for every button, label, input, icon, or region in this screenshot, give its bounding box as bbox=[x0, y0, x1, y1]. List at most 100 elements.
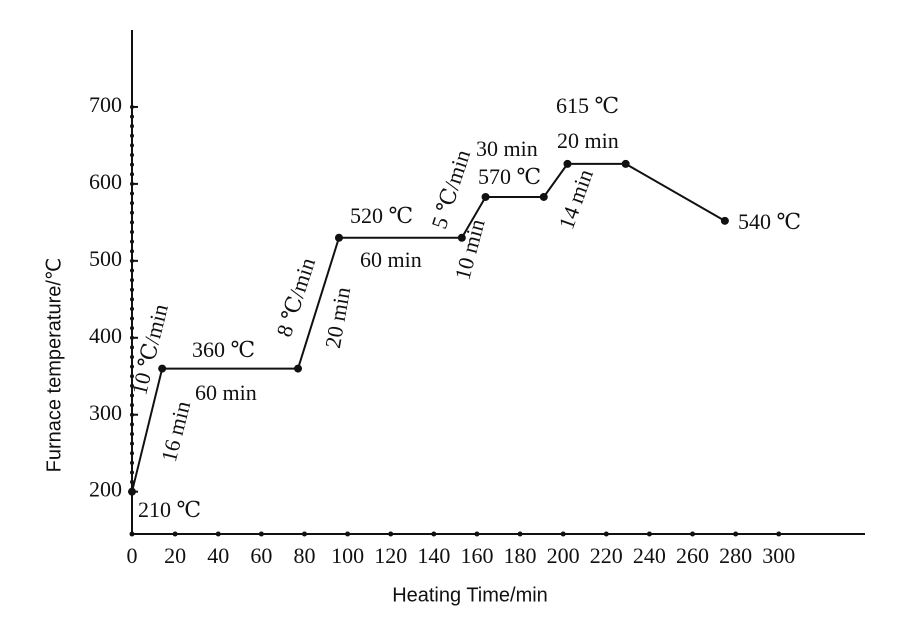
axis-dot bbox=[130, 470, 134, 475]
y-tick-label: 700 bbox=[89, 92, 122, 117]
y-tick-label: 300 bbox=[89, 400, 122, 425]
axis-dot bbox=[130, 393, 134, 398]
axis-dot bbox=[130, 201, 134, 206]
axis-dot bbox=[130, 316, 134, 321]
point bbox=[481, 192, 490, 201]
point bbox=[334, 233, 343, 242]
annotation: 20 min bbox=[320, 285, 355, 350]
axis-dot bbox=[130, 124, 134, 129]
x-tick bbox=[301, 531, 307, 537]
axis-dot bbox=[130, 210, 134, 215]
axis-dot bbox=[130, 451, 134, 456]
x-axis-label: Heating Time/min bbox=[392, 584, 548, 606]
axis-dot bbox=[130, 268, 134, 273]
axis-dot bbox=[130, 326, 134, 331]
y-axis-label: Furnace temperature/℃ bbox=[43, 258, 65, 473]
x-tick-label: 240 bbox=[633, 543, 666, 568]
axis-dot bbox=[130, 104, 134, 109]
axis-dot bbox=[130, 143, 134, 148]
axis-dot bbox=[130, 191, 134, 196]
axis-dot bbox=[130, 249, 134, 254]
axis-dot bbox=[130, 287, 134, 292]
annotation: 520 ℃ bbox=[350, 203, 413, 228]
x-tick bbox=[431, 531, 437, 537]
axis-dot bbox=[130, 239, 134, 244]
axis-dot bbox=[130, 278, 134, 283]
point bbox=[621, 159, 630, 168]
x-tick bbox=[172, 531, 178, 537]
annotation: 615 ℃ bbox=[556, 93, 619, 118]
axis-dot bbox=[130, 133, 134, 138]
annotation: 16 min bbox=[156, 398, 195, 464]
annotation: 10 ℃/min bbox=[126, 302, 173, 398]
x-tick-label: 100 bbox=[331, 543, 364, 568]
point bbox=[128, 487, 136, 496]
axis-dot bbox=[130, 422, 134, 427]
axis-dot bbox=[130, 172, 134, 177]
point bbox=[158, 364, 167, 373]
x-tick bbox=[603, 531, 609, 537]
point bbox=[563, 159, 572, 168]
x-tick bbox=[690, 531, 696, 537]
x-tick-label: 200 bbox=[547, 543, 580, 568]
annotation: 210 ℃ bbox=[138, 497, 201, 522]
point bbox=[720, 216, 729, 225]
x-tick-label: 60 bbox=[250, 543, 272, 568]
axis-dot bbox=[130, 297, 134, 302]
point bbox=[294, 364, 303, 373]
x-tick-label: 300 bbox=[762, 543, 795, 568]
x-tick-label: 260 bbox=[676, 543, 709, 568]
line bbox=[131, 162, 726, 492]
x-tick bbox=[733, 531, 739, 537]
axis-dot bbox=[130, 345, 134, 350]
x-tick-label: 20 bbox=[164, 543, 186, 568]
annotation: 8 ℃/min bbox=[271, 255, 320, 340]
axis-dot bbox=[130, 229, 134, 234]
x-tick bbox=[345, 531, 351, 537]
axis-dot bbox=[130, 403, 134, 408]
x-tick-label: 140 bbox=[417, 543, 450, 568]
x-tick-label: 160 bbox=[460, 543, 493, 568]
annotation: 30 min bbox=[476, 136, 538, 161]
y-tick-label: 200 bbox=[89, 477, 122, 502]
x-tick bbox=[215, 531, 221, 537]
point bbox=[539, 192, 548, 201]
x-tick-label: 220 bbox=[590, 543, 623, 568]
axis-dot bbox=[130, 431, 134, 436]
annotation: 540 ℃ bbox=[738, 209, 801, 234]
x-tick bbox=[129, 531, 135, 537]
point bbox=[457, 233, 466, 242]
axis-dot bbox=[130, 441, 134, 446]
axis-dot bbox=[130, 374, 134, 379]
axis-dot bbox=[130, 220, 134, 225]
x-tick bbox=[388, 531, 394, 537]
x-tick bbox=[258, 531, 264, 537]
x-tick bbox=[560, 531, 566, 537]
x-tick bbox=[474, 531, 480, 537]
axis-dot bbox=[130, 306, 134, 311]
axis-dot bbox=[130, 162, 134, 167]
axis-dot bbox=[130, 412, 134, 417]
axis-dot bbox=[130, 364, 134, 369]
y-tick-label: 500 bbox=[89, 246, 122, 271]
axis-dot bbox=[130, 153, 134, 158]
axis-dot bbox=[130, 383, 134, 388]
annotation: 60 min bbox=[360, 247, 422, 272]
annotation: 570 ℃ bbox=[478, 164, 541, 189]
y-tick-label: 400 bbox=[89, 323, 122, 348]
x-tick bbox=[776, 531, 782, 537]
x-tick bbox=[517, 531, 523, 537]
annotation: 60 min bbox=[195, 380, 257, 405]
axis-dot bbox=[130, 258, 134, 263]
x-tick-label: 0 bbox=[127, 543, 138, 568]
axis-dot bbox=[130, 460, 134, 465]
x-tick-label: 180 bbox=[504, 543, 537, 568]
annotation: 20 min bbox=[557, 128, 619, 153]
x-tick-label: 280 bbox=[719, 543, 752, 568]
annotation: 10 min bbox=[450, 216, 490, 282]
axis-dot bbox=[130, 335, 134, 340]
axis-dot bbox=[130, 181, 134, 186]
y-tick-label: 600 bbox=[89, 169, 122, 194]
x-tick-label: 120 bbox=[374, 543, 407, 568]
